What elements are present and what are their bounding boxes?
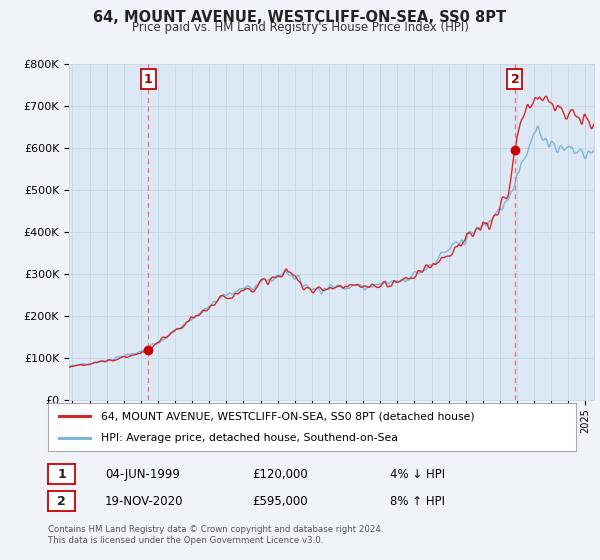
Text: 1: 1 [144, 73, 153, 86]
Text: 8% ↑ HPI: 8% ↑ HPI [390, 494, 445, 508]
Text: Contains HM Land Registry data © Crown copyright and database right 2024.
This d: Contains HM Land Registry data © Crown c… [48, 525, 383, 545]
Text: 4% ↓ HPI: 4% ↓ HPI [390, 468, 445, 481]
Text: 64, MOUNT AVENUE, WESTCLIFF-ON-SEA, SS0 8PT (detached house): 64, MOUNT AVENUE, WESTCLIFF-ON-SEA, SS0 … [101, 411, 475, 421]
Text: £120,000: £120,000 [252, 468, 308, 481]
Text: £595,000: £595,000 [252, 494, 308, 508]
Text: 1: 1 [57, 468, 66, 481]
Text: 2: 2 [511, 73, 520, 86]
Text: Price paid vs. HM Land Registry's House Price Index (HPI): Price paid vs. HM Land Registry's House … [131, 21, 469, 34]
Text: 04-JUN-1999: 04-JUN-1999 [105, 468, 180, 481]
Text: 2: 2 [57, 494, 66, 508]
Text: 64, MOUNT AVENUE, WESTCLIFF-ON-SEA, SS0 8PT: 64, MOUNT AVENUE, WESTCLIFF-ON-SEA, SS0 … [94, 10, 506, 25]
Text: 19-NOV-2020: 19-NOV-2020 [105, 494, 184, 508]
Text: HPI: Average price, detached house, Southend-on-Sea: HPI: Average price, detached house, Sout… [101, 433, 398, 443]
